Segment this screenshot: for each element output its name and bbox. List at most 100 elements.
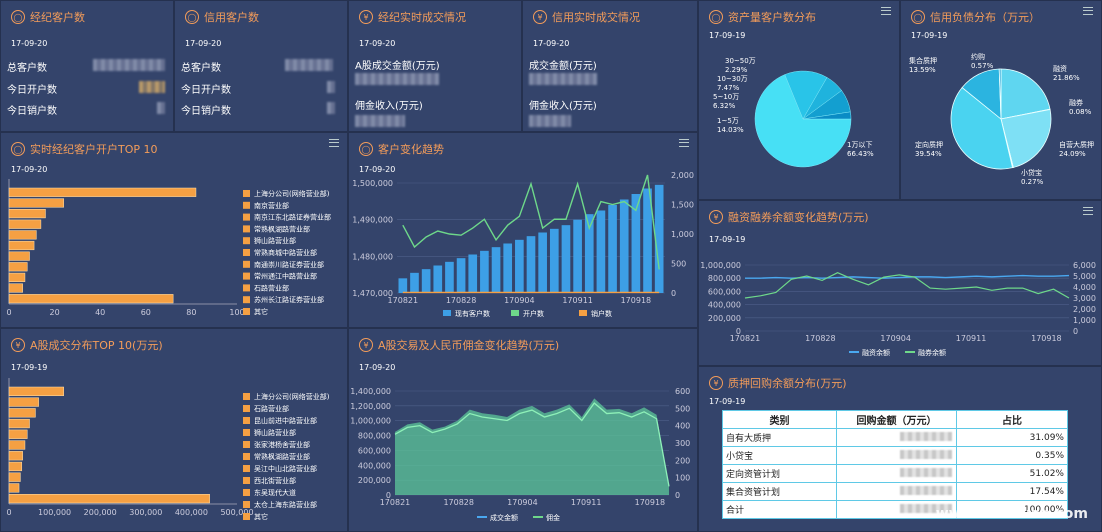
table-row: 小贷宝 0.35% [722,446,1068,465]
bar [631,194,641,293]
x-tick-label: 170904 [504,296,535,305]
legend-label: 其它 [254,512,268,521]
masked-value [285,59,333,71]
ratio-cell: 17.54% [956,482,1068,501]
bar [549,228,559,293]
bar [8,187,197,197]
legend-swatch [243,284,250,292]
panel-date: 17-09-20 [359,165,396,174]
x-tick-label: 170904 [880,334,911,343]
legend-swatch [243,465,250,472]
kpi-panel-credit-trade: ¥ 信用实时成交情况 17-09-20 成交金额(万元) 佣金收入(万元) [522,0,698,132]
pie-slice [1000,68,1051,120]
trade-amount-label: 成交金额(万元) [529,61,597,72]
bar [561,225,571,293]
bar [8,472,21,482]
menu-icon[interactable] [329,139,339,147]
panel-title: ¥ 信用实时成交情况 [533,9,640,25]
bar [8,240,35,251]
commission-area-chart: 0 200,000 400,000 600,000 800,000 1,000,000 1,… [350,387,690,522]
y2-tick-label: 1,000 [1073,316,1096,325]
x-tick-label: 80 [186,308,196,317]
bar [538,232,547,293]
panel-title-text: 客户变化趋势 [378,143,444,156]
x-tick-label: 170828 [446,296,477,305]
pie-slice [998,68,1002,120]
legend-swatch [243,272,250,280]
ashare-top10-panel: ¥ A股成交分布TOP 10(万元) 17-09-19 0 100,000 200,0… [0,328,348,532]
panel-title-text: 信用实时成交情况 [552,11,640,24]
table-row: 合计 100.00% [722,500,1068,519]
bar [8,408,36,418]
menu-icon[interactable] [1083,7,1093,15]
ashare-bar-chart: 0 100,000 200,000 300,000 400,000 500,000 上海分公… [6,378,330,521]
yen-icon: ¥ [533,10,547,24]
bar [573,219,582,293]
y-tick-label: 1,200,000 [350,402,391,411]
x-tick-label: 400,000 [175,508,208,517]
legend-swatch [243,190,250,197]
menu-icon[interactable] [679,139,689,147]
bar [398,278,408,293]
masked-value [327,81,335,93]
series-line [744,272,1070,299]
panel-title-text: 融资融券余额变化趋势(万元) [728,211,869,224]
masked-value [327,102,335,114]
legend-swatch [243,417,250,424]
y2-tick-label: 5,000 [1073,272,1096,281]
pie-slice [802,111,852,120]
x-tick-label: 60 [141,308,151,317]
y2-tick-label: 200 [675,456,690,465]
category-cell: 集合资管计划 [722,482,837,501]
legend-swatch [243,296,250,304]
legend-swatch [243,477,250,484]
category-cell: 定向资管计划 [722,464,837,483]
legend-label: 成交金额 [490,513,518,522]
bar [491,247,501,293]
table-row: 集合资管计划 17.54% [722,482,1068,501]
commission-panel: ¥ A股交易及人民币佣金变化趋势(万元) 17-09-20 0 200,000 400… [348,328,698,532]
bar [8,219,42,229]
x-tick-label: 170821 [380,498,411,507]
panel-title: ◯ 资产量客户数分布 [709,9,816,25]
y-tick-label: 1,480,000 [352,252,393,261]
bar [445,261,454,293]
x-tick-label: 170821 [730,334,761,343]
category-cell: 小贷宝 [722,446,837,465]
commission-label: 佣金收入(万元) [529,101,597,112]
panel-title: ¥ 融资融券余额变化趋势(万元) [709,209,869,225]
margin-line-chart: 0200,000400,000600,000800,0001,000,00001… [700,261,1096,357]
y2-tick-label: 1,500 [671,201,694,210]
legend-label: 石路营业部 [254,404,289,413]
legend-swatch [243,260,250,268]
panel-title-text: 资产量客户数分布 [728,11,816,24]
legend-label: 常熟枫湖路营业部 [254,452,310,461]
bar [480,250,489,293]
panel-date: 17-09-19 [11,363,48,372]
bar [8,386,64,396]
legend-swatch [243,441,250,448]
panel-title-text: A股成交分布TOP 10(万元) [30,339,163,352]
user-icon: ◯ [911,10,925,24]
legend-swatch [243,393,250,400]
legend-swatch [243,453,250,460]
pie-label: 0.57% [971,62,994,70]
legend-swatch [511,310,519,316]
pie-label: 7.47% [717,84,740,92]
col-header: 回购金额（万元） [836,410,957,429]
yen-icon: ¥ [359,10,373,24]
menu-icon[interactable] [1083,207,1093,215]
menu-icon[interactable] [881,7,891,15]
bar [8,272,26,282]
x-tick-label: 20 [50,308,60,317]
y-tick-label: 600,000 [708,287,741,296]
y-tick-label: 600,000 [358,446,391,455]
bar [433,265,443,293]
y2-tick-label: 0 [671,289,676,298]
legend-label: 融券余额 [918,348,946,357]
x-tick-label: 170821 [388,296,419,305]
legend-label: 西北街营业部 [254,476,296,485]
x-tick-label: 500,000 [220,508,253,517]
